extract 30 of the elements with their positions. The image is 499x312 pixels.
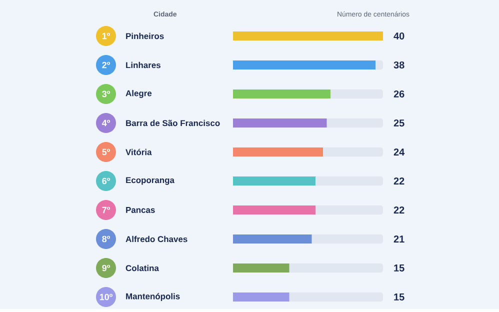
text: 2º — [102, 62, 110, 68]
data-label: 25 — [394, 120, 404, 127]
data-label: 24 — [394, 148, 405, 156]
y-tick-label: Linhares — [126, 62, 160, 68]
text: 4º — [102, 120, 110, 126]
text: 6º — [102, 178, 110, 184]
data-label: 15 — [394, 294, 404, 301]
y-tick-label: Alfredo Chaves — [126, 236, 188, 242]
data-label: 22 — [394, 178, 404, 185]
text: 10º — [100, 294, 112, 300]
text: 7º — [102, 207, 110, 214]
y-tick-label: Mantenópolis — [126, 293, 180, 302]
text: 1º — [102, 33, 110, 40]
y-tick-label: Alegre — [126, 90, 152, 98]
data-label: 15 — [394, 264, 404, 272]
data-label: 38 — [394, 62, 404, 69]
data-label: 22 — [394, 206, 404, 214]
y-tick-label: Ecoporanga — [126, 177, 175, 186]
y-tick-label: Colatina — [126, 265, 159, 272]
y-tick-label: Vitória — [126, 149, 152, 156]
text: 8º — [102, 236, 110, 242]
data-label: 40 — [394, 32, 404, 40]
y-tick-label: Pinheiros — [126, 33, 164, 40]
text: 9º — [102, 265, 110, 272]
y-tick-label: Barra de São Francisco — [126, 120, 220, 126]
data-label: 26 — [394, 90, 404, 98]
data-label: 21 — [394, 236, 404, 243]
text: 5º — [102, 149, 110, 156]
text: 3º — [102, 91, 110, 98]
y-tick-label: Pancas — [126, 207, 155, 214]
